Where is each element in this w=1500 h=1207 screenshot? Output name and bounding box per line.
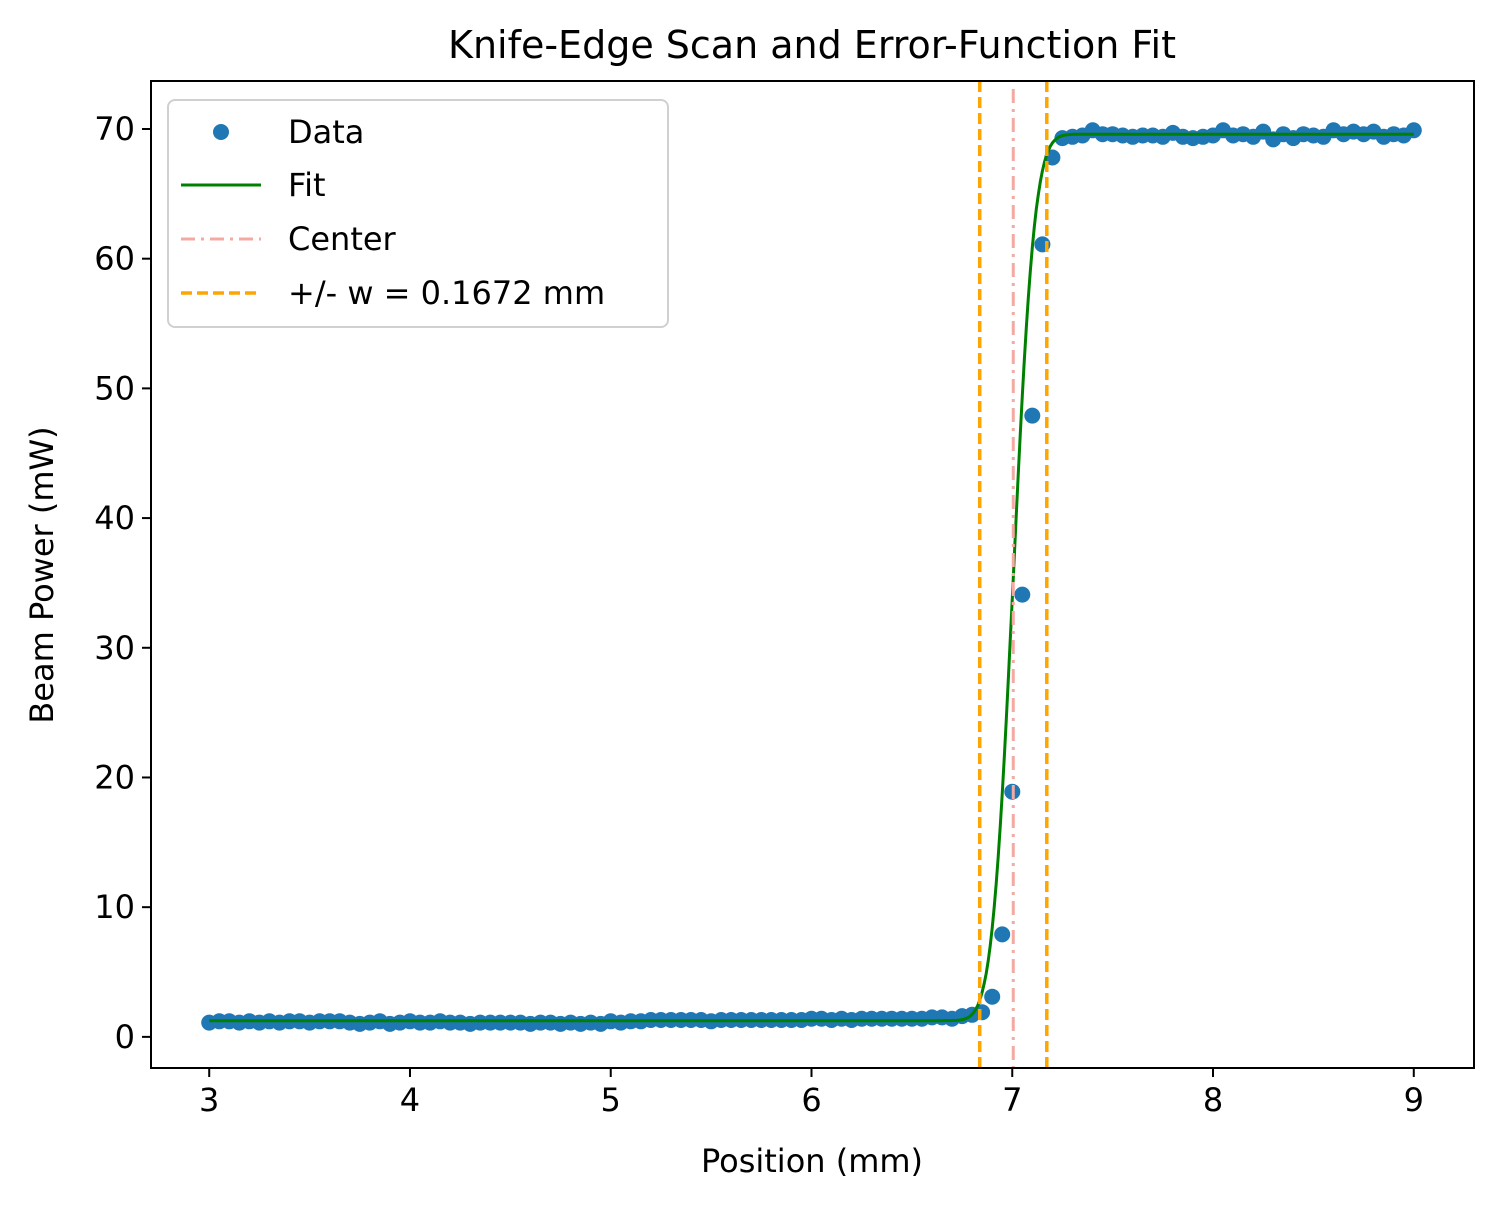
x-tick-label: 5: [601, 1081, 621, 1119]
x-tick-label: 6: [801, 1081, 821, 1119]
y-tick-label: 70: [94, 110, 135, 148]
legend-label-data: Data: [288, 113, 364, 151]
legend-frame: [167, 99, 669, 328]
x-tick-label: 8: [1203, 1081, 1223, 1119]
legend-label-width: +/- w = 0.1672 mm: [288, 274, 605, 312]
y-tick-label: 20: [94, 758, 135, 796]
data-point: [1014, 586, 1031, 603]
y-tick-label: 30: [94, 629, 135, 667]
x-tick-label: 3: [199, 1081, 219, 1119]
data-marks: [201, 81, 1422, 1068]
y-axis: 0 10 20 30 40 50 60 70: [94, 110, 151, 1056]
x-tick-label: 4: [400, 1081, 420, 1119]
y-tick-label: 0: [115, 1018, 135, 1056]
legend-label-fit: Fit: [288, 166, 326, 204]
data-point: [1405, 122, 1422, 139]
y-tick-label: 10: [94, 888, 135, 926]
x-tick-label: 7: [1002, 1081, 1022, 1119]
chart-title: Knife-Edge Scan and Error-Function Fit: [448, 23, 1176, 67]
x-axis-label: Position (mm): [701, 1142, 923, 1180]
x-axis: 3 4 5 6 7 8 9: [199, 1068, 1424, 1119]
data-point: [994, 926, 1011, 943]
y-tick-label: 40: [94, 499, 135, 537]
y-tick-label: 50: [94, 369, 135, 407]
legend: Data Fit Center +/- w = 0.1672 mm: [167, 99, 669, 328]
y-axis-label: Beam Power (mW): [23, 426, 61, 723]
axes-frame: [150, 80, 1475, 1069]
legend-label-center: Center: [288, 220, 397, 258]
x-tick-label: 9: [1404, 1081, 1424, 1119]
data-point: [1024, 407, 1041, 424]
data-point: [984, 988, 1001, 1005]
y-tick-label: 60: [94, 240, 135, 278]
fit-line: [209, 132, 1414, 1023]
legend-data-marker: [213, 124, 229, 140]
